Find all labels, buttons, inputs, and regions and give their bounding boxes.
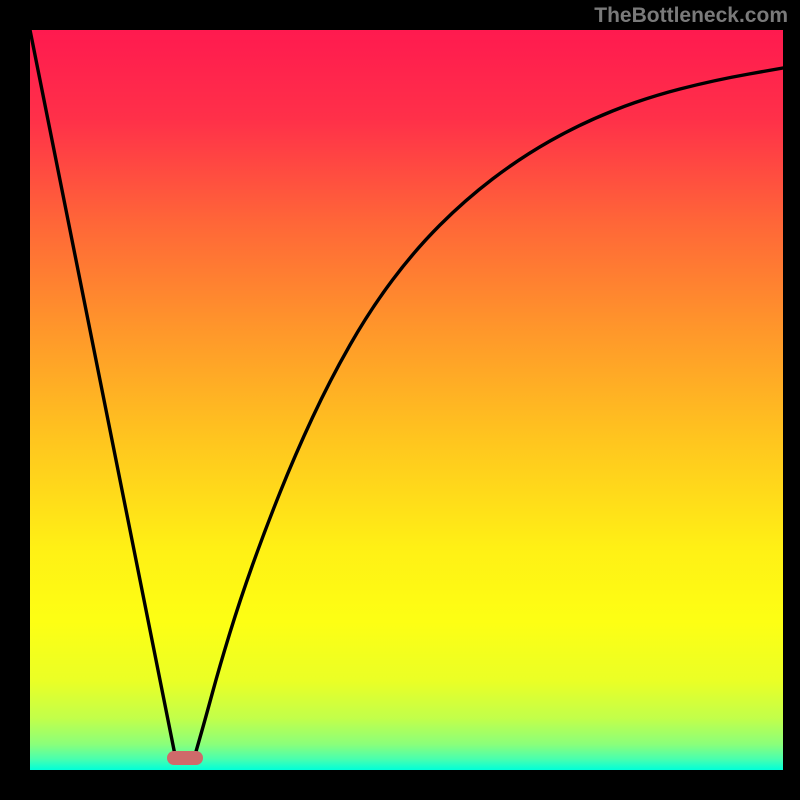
- bottleneck-marker: [167, 751, 203, 765]
- plot-background: [30, 30, 783, 770]
- chart-svg: [0, 0, 800, 800]
- watermark-text: TheBottleneck.com: [594, 4, 788, 28]
- chart-root: TheBottleneck.com: [0, 0, 800, 800]
